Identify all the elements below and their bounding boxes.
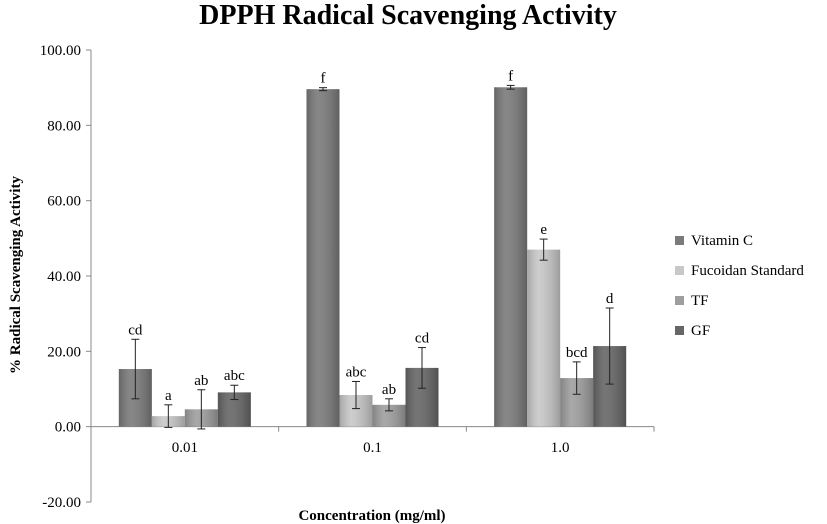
significance-label: abc — [224, 368, 245, 384]
significance-label: ab — [194, 373, 208, 389]
legend-swatch — [675, 296, 684, 305]
y-tick-label: 40.00 — [47, 269, 81, 285]
legend-label: Vitamin C — [691, 233, 753, 249]
significance-label: f — [321, 71, 326, 87]
significance-label: abc — [346, 364, 367, 380]
legend: Vitamin C Fucoidan Standard TF GF — [675, 233, 804, 339]
legend-label: Fucoidan Standard — [691, 263, 804, 279]
significance-label: e — [540, 222, 547, 238]
x-tick-label: 1.0 — [551, 440, 570, 456]
legend-swatch — [675, 266, 684, 275]
chart-title: DPPH Radical Scavenging Activity — [199, 0, 617, 31]
y-tick-label: -20.00 — [42, 495, 81, 511]
y-tick-label: 100.00 — [40, 43, 81, 59]
bar-shading — [527, 249, 561, 427]
legend-swatch — [675, 326, 684, 335]
significance-label: cd — [415, 331, 430, 347]
significance-label: cd — [128, 322, 143, 338]
legend-label: TF — [691, 293, 709, 309]
significance-label: bcd — [566, 345, 588, 361]
x-tick-label: 0.1 — [363, 440, 382, 456]
y-tick-label: 0.00 — [55, 420, 81, 436]
significance-label: d — [606, 291, 614, 307]
bar-shading — [372, 404, 406, 427]
y-axis-title: % Radical Scavenging Activity — [8, 176, 24, 374]
y-tick-label: 20.00 — [47, 344, 81, 360]
significance-label: a — [165, 388, 172, 404]
legend-label: GF — [691, 323, 710, 339]
legend-swatch — [675, 236, 684, 245]
significance-label: f — [508, 68, 513, 84]
bar-shading — [494, 87, 528, 427]
y-tick-label: 80.00 — [47, 118, 81, 134]
bar-shading — [306, 89, 340, 427]
y-tick-label: 60.00 — [47, 194, 81, 210]
bars: cd f f a abc e ab ab bcd abc cd d — [118, 68, 627, 430]
x-axis-title: Concentration (mg/ml) — [298, 508, 445, 524]
axes: 100.00 80.00 60.00 40.00 20.00 0.00 -20.00 0.01… — [40, 43, 655, 511]
significance-label: ab — [382, 382, 396, 398]
x-tick-label: 0.01 — [172, 440, 198, 456]
